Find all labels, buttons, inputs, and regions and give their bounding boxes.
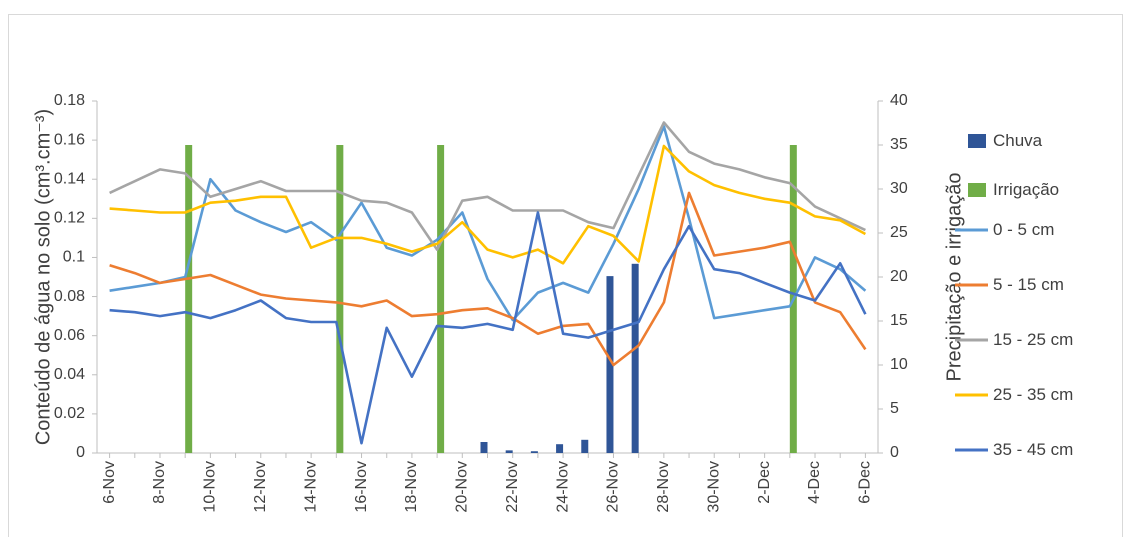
- y2-tick-label: 20: [890, 268, 908, 285]
- y2-tick-label: 0: [890, 444, 899, 461]
- bar: [336, 145, 344, 453]
- y-tick-label: 0.16: [54, 131, 85, 148]
- line-series: [109, 191, 867, 367]
- legend-item: 35 - 45 cm: [993, 440, 1074, 459]
- bar: [556, 444, 564, 453]
- x-tick-label: 14-Nov: [302, 461, 319, 513]
- y2-tick-label: 35: [890, 136, 908, 153]
- legend-label: 25 - 35 cm: [993, 385, 1074, 404]
- y-tick-label: 0.08: [54, 288, 85, 305]
- legend-swatch: [968, 134, 986, 148]
- y2-tick-label: 15: [890, 312, 908, 329]
- y-tick-label: 0.14: [54, 170, 85, 187]
- legend-swatch: [968, 183, 986, 197]
- x-tick-label: 4-Dec: [806, 461, 823, 504]
- legend-item: 25 - 35 cm: [993, 385, 1074, 404]
- x-tick-label: 6-Dec: [857, 461, 874, 504]
- legend-label: 35 - 45 cm: [993, 440, 1074, 459]
- y2-axis-title: Precipitação e irrigação: [943, 173, 965, 382]
- x-tick-label: 30-Nov: [705, 461, 722, 513]
- x-tick-label: 24-Nov: [554, 461, 571, 513]
- y2-tick-label: 25: [890, 224, 908, 241]
- y2-tick-label: 5: [890, 400, 899, 417]
- x-tick-label: 16-Nov: [353, 461, 370, 513]
- bar: [437, 145, 445, 453]
- y-tick-label: 0.04: [54, 366, 85, 383]
- bar: [606, 276, 614, 453]
- legend-label: 15 - 25 cm: [993, 330, 1074, 349]
- y-tick-label: 0: [76, 444, 85, 461]
- x-tick-label: 12-Nov: [252, 461, 269, 513]
- line-series: [109, 125, 867, 322]
- legend-label: 0 - 5 cm: [993, 220, 1055, 239]
- x-tick-label: 28-Nov: [655, 461, 672, 513]
- legend-label: 5 - 15 cm: [993, 275, 1064, 294]
- bar: [480, 442, 488, 453]
- x-tick-label: 22-Nov: [504, 461, 521, 513]
- x-tick-label: 8-Nov: [151, 461, 168, 504]
- y-tick-label: 0.12: [54, 210, 85, 227]
- x-tick-label: 18-Nov: [403, 461, 420, 513]
- x-tick-label: 10-Nov: [202, 461, 219, 513]
- legend-item: Chuva: [993, 131, 1043, 150]
- x-tick-label: 26-Nov: [605, 461, 622, 513]
- x-tick-label: 6-Nov: [101, 461, 118, 504]
- line-series: [109, 144, 867, 265]
- y2-tick-label: 10: [890, 356, 908, 373]
- line-series: [109, 211, 867, 445]
- x-tick-label: 20-Nov: [454, 461, 471, 513]
- legend-item: 15 - 25 cm: [993, 330, 1074, 349]
- bar: [505, 450, 513, 453]
- y2-tick-label: 30: [890, 180, 908, 197]
- legend-item: 0 - 5 cm: [993, 220, 1055, 239]
- bar: [581, 439, 589, 453]
- y-tick-label: 0.02: [54, 405, 85, 422]
- chart-border: [8, 14, 1123, 537]
- y-axis-title: Conteúdo de água no solo (cm³.cm⁻³): [32, 109, 54, 445]
- legend-item: Irrigação: [993, 180, 1060, 199]
- legend-label: Irrigação: [993, 180, 1060, 199]
- line-series: [109, 121, 866, 251]
- legend-item: 5 - 15 cm: [993, 275, 1064, 294]
- y-tick-label: 0.18: [54, 92, 85, 109]
- y-tick-label: 0.06: [54, 327, 85, 344]
- bar: [631, 263, 639, 453]
- bar: [530, 451, 538, 453]
- bar: [185, 145, 193, 453]
- legend-label: Chuva: [993, 131, 1043, 150]
- y-tick-label: 0.1: [63, 249, 85, 266]
- x-tick-label: 2-Dec: [756, 461, 773, 504]
- y2-tick-label: 40: [890, 92, 908, 109]
